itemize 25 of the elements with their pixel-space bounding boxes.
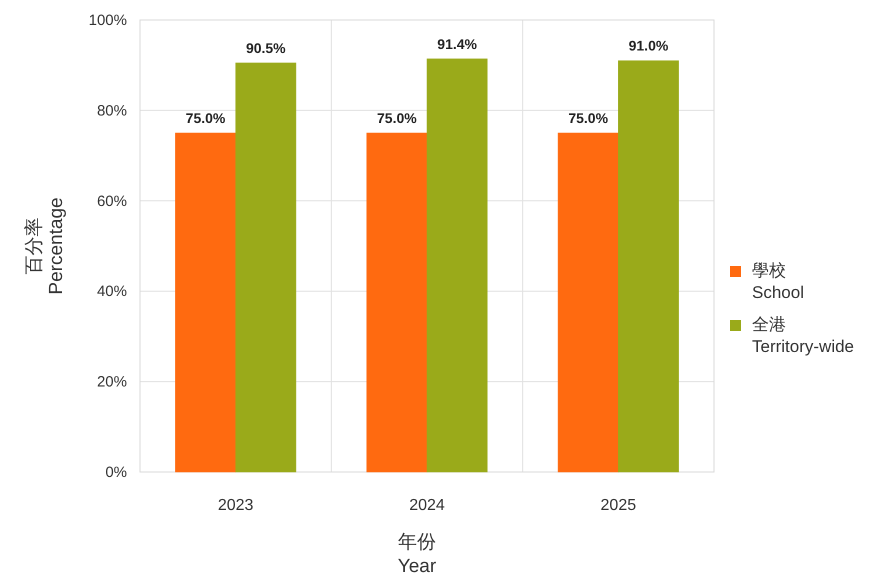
y-tick-label: 20% [96, 374, 127, 391]
data-label: 75.0% [568, 110, 609, 126]
bar [235, 62, 296, 472]
y-tick-label: 80% [96, 102, 127, 120]
data-label: 90.5% [246, 40, 286, 56]
bar [426, 58, 488, 472]
bar [618, 60, 679, 472]
x-tick-label: 2025 [600, 497, 636, 514]
y-tick-label: 100% [88, 12, 127, 29]
bar [558, 132, 619, 472]
x-tick-label: 2024 [409, 497, 445, 514]
legend-label: 全港 Territory-wide [752, 315, 854, 356]
bar [366, 132, 428, 472]
x-axis-title: 年份 Year [398, 532, 437, 577]
bar [175, 132, 236, 472]
y-tick-label: 60% [96, 192, 127, 210]
x-tick-label: 2023 [218, 497, 254, 514]
y-axis-title: 百分率 Percentage [23, 197, 67, 295]
data-label: 91.0% [628, 38, 669, 54]
y-tick-label: 40% [96, 283, 127, 300]
data-label: 91.4% [437, 36, 478, 52]
y-tick-label: 0% [105, 464, 127, 481]
data-label: 75.0% [186, 110, 226, 126]
legend-label: 學校 School [752, 261, 804, 302]
data-label: 75.0% [377, 110, 418, 126]
